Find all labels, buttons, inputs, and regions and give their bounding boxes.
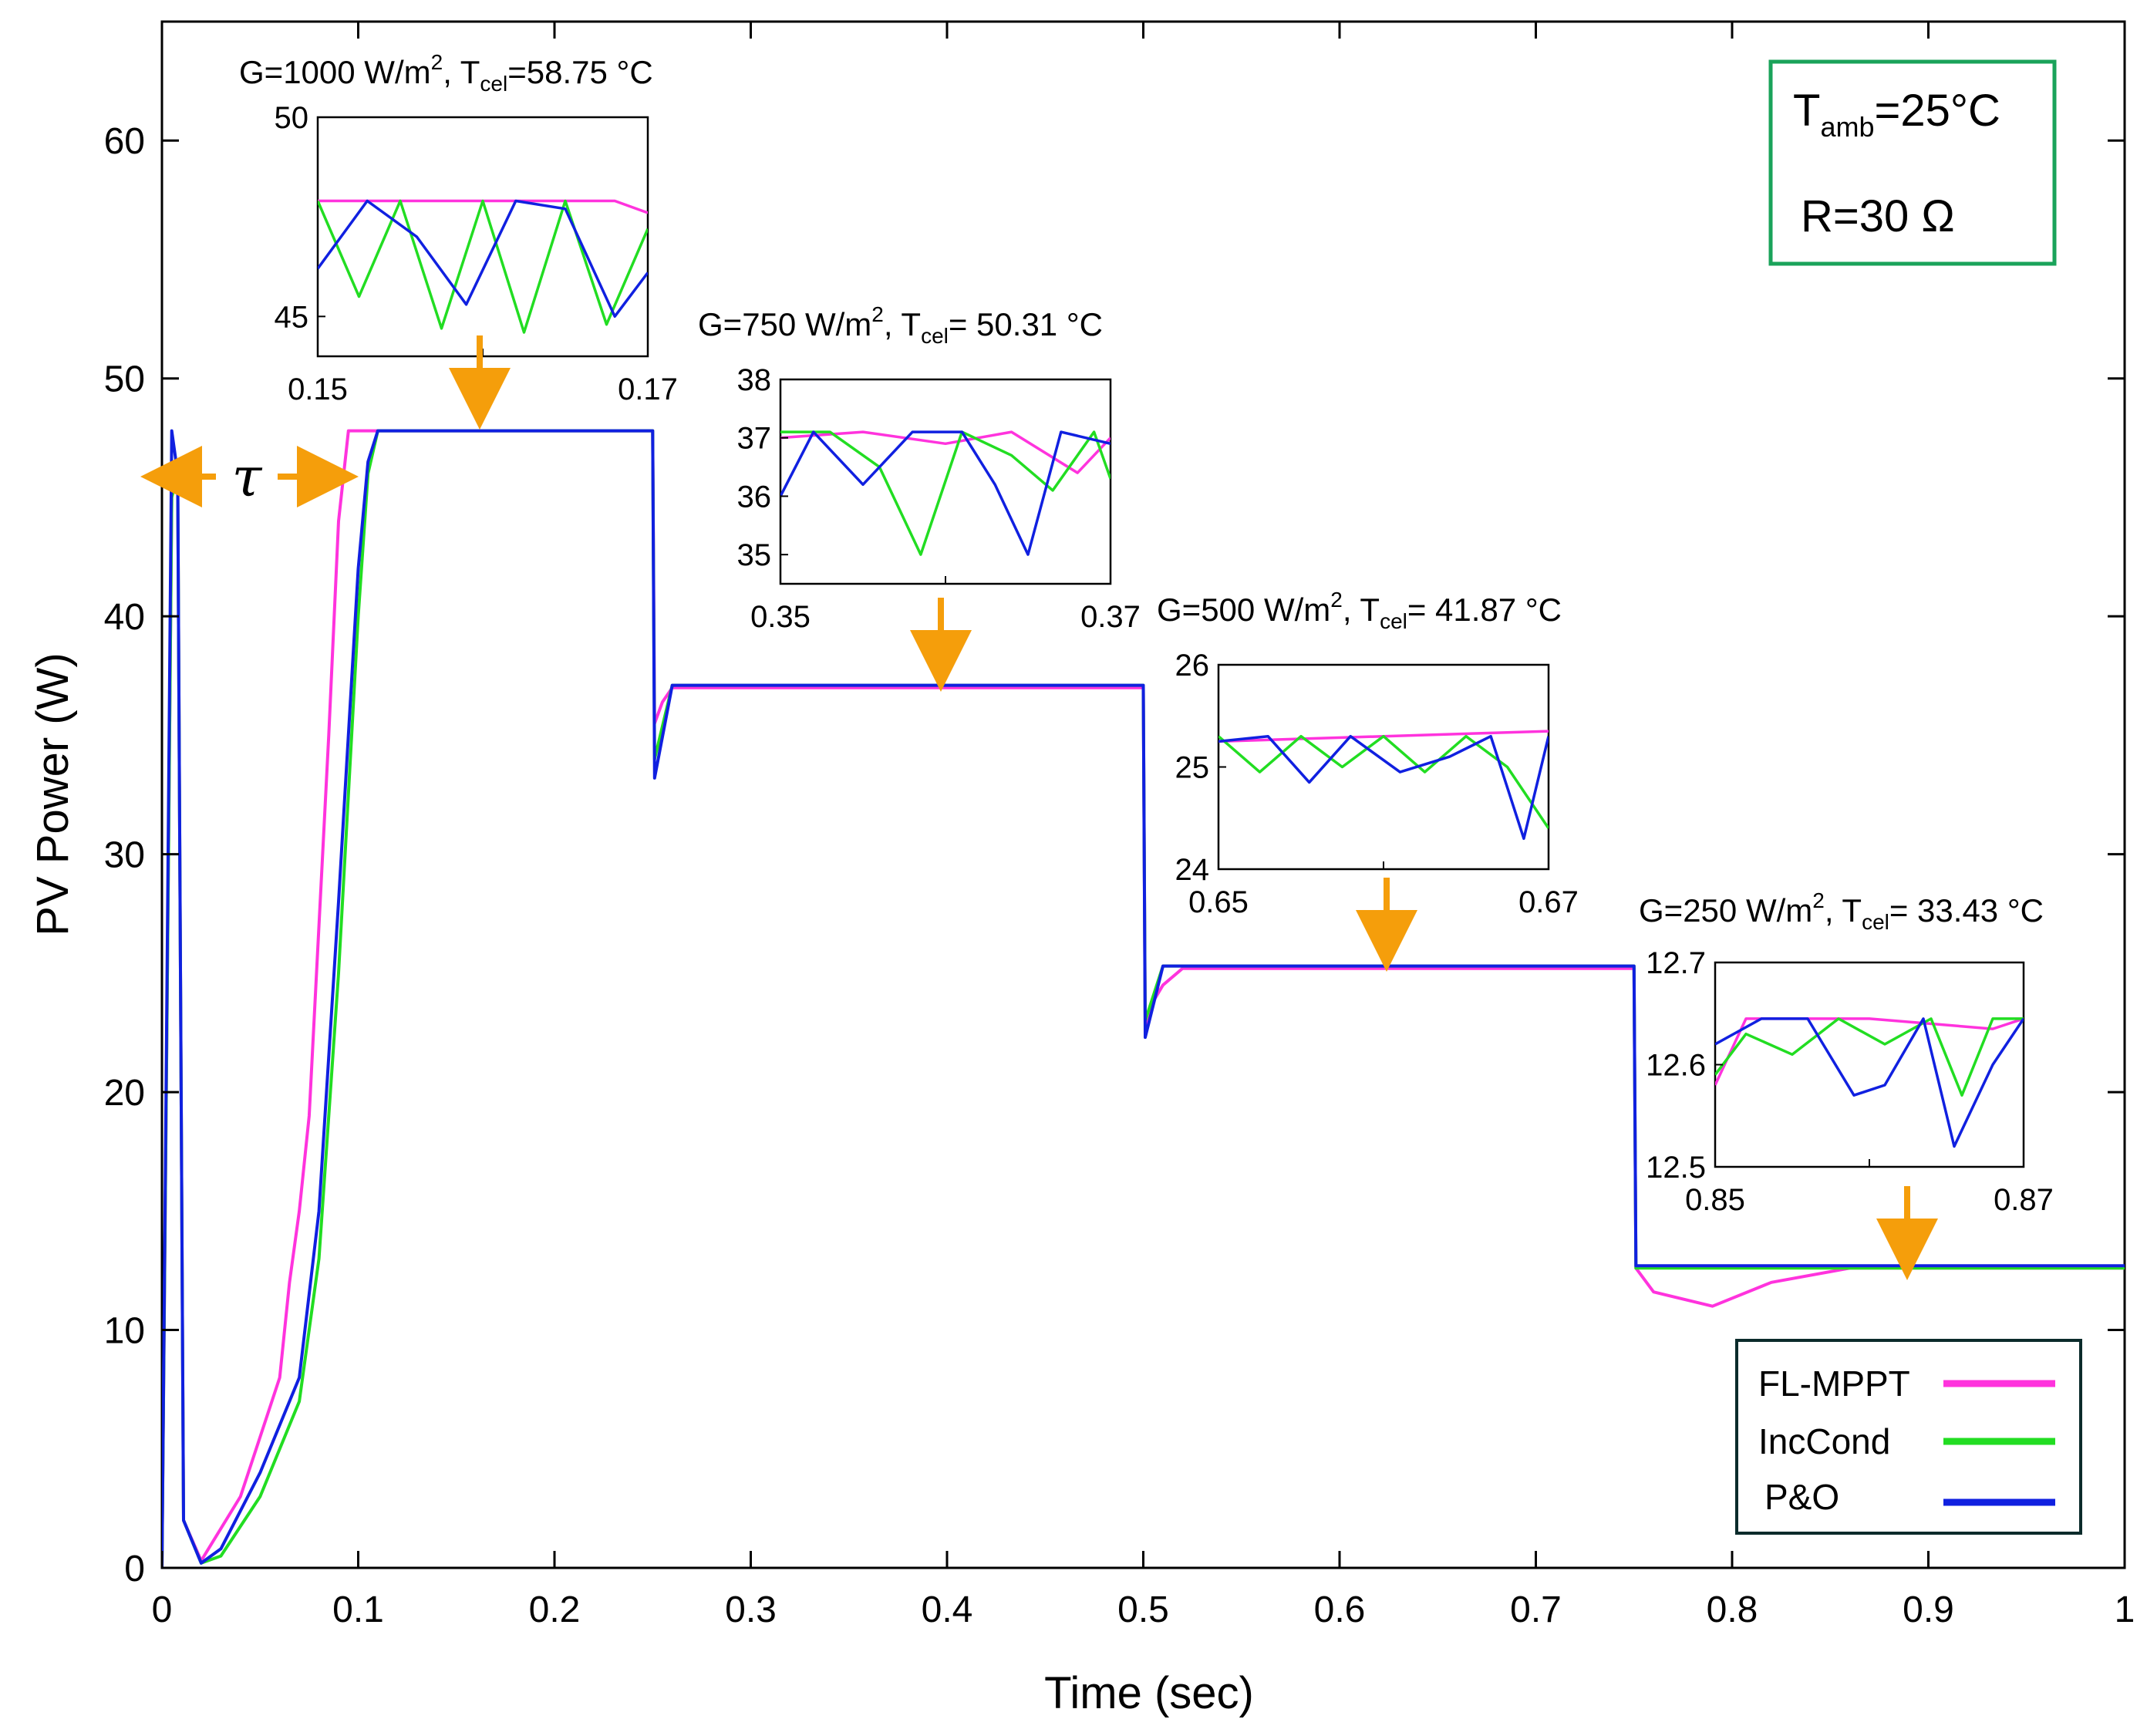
inset-title: G=250 W/m2, Tcel= 33.43 °C: [1639, 888, 2044, 934]
inset-title: G=750 W/m2, Tcel= 50.31 °C: [698, 302, 1103, 348]
inset-x-tick-label: 0.37: [1080, 600, 1141, 634]
x-tick-label: 0: [152, 1589, 173, 1630]
y-tick-label: 0: [124, 1549, 145, 1589]
inset-4: G=250 W/m2, Tcel= 33.43 °C 12.5 12.6 12.7 0.…: [1639, 888, 2054, 1280]
inset-x-tick-label: 0.67: [1518, 885, 1579, 919]
inset-x-tick-label: 0.35: [750, 600, 811, 634]
inset-y-tick-label: 50: [275, 101, 309, 135]
inset-y-tick-label: 12.6: [1646, 1049, 1706, 1083]
inset-y-tick-label: 26: [1175, 649, 1210, 683]
resistance: R=30 Ω: [1801, 191, 1955, 241]
conditions-box: Tamb=25°C R=30 Ω: [1768, 59, 2057, 266]
x-tick-label: 0.3: [725, 1589, 777, 1630]
tau-label: τ: [232, 446, 263, 509]
tau-annotation: τ: [140, 446, 359, 509]
x-tick-label: 0.2: [529, 1589, 581, 1630]
x-tick-label: 0.8: [1707, 1589, 1758, 1630]
inset-y-tick-label: 38: [737, 363, 772, 397]
inset-y-tick-label: 25: [1175, 751, 1210, 785]
x-tick-label: 1: [2115, 1589, 2135, 1630]
inset-title: G=1000 W/m2, Tcel=58.75 °C: [239, 50, 653, 96]
inset-x-tick-label: 0.65: [1188, 885, 1249, 919]
inset-y-tick-label: 37: [737, 422, 772, 456]
inset-y-tick-label: 12.5: [1646, 1151, 1706, 1185]
inset-frame: [316, 116, 649, 358]
legend: FL-MPPT IncCond P&O: [1735, 1339, 2082, 1535]
y-tick-label: 30: [104, 835, 145, 876]
inset-1: G=1000 W/m2, Tcel=58.75 °C 45 50 0.15 0.17: [239, 50, 678, 430]
x-tick-label: 0.7: [1510, 1589, 1562, 1630]
inset-x-tick-label: 0.85: [1685, 1183, 1745, 1217]
x-tick-label: 0.4: [922, 1589, 973, 1630]
series-line-p-o: [162, 429, 2125, 1568]
inset-series-fl-mppt: [1715, 1017, 2024, 1086]
inset-series-p-o: [318, 199, 648, 319]
legend-label-po: P&O: [1764, 1477, 1839, 1517]
x-axis-label: Time (sec): [1044, 1668, 1254, 1718]
inset-series-inccond: [1715, 1017, 2024, 1097]
y-tick-label: 40: [104, 597, 145, 638]
inset-series-p-o: [780, 430, 1111, 556]
inset-frame: [1714, 961, 2025, 1168]
inset-y-tick-label: 45: [275, 300, 309, 334]
inset-series-inccond: [318, 199, 648, 334]
inset-3: G=500 W/m2, Tcel= 41.87 °C 24 25 26 0.65 0.67: [1157, 588, 1579, 972]
x-tick-label: 0.5: [1117, 1589, 1169, 1630]
inset-series-p-o: [1218, 734, 1549, 841]
y-tick-label: 50: [104, 359, 145, 400]
inset-x-tick-label: 0.87: [1994, 1183, 2054, 1217]
inset-series-fl-mppt: [318, 199, 648, 214]
x-tick-label: 0.9: [1903, 1589, 1954, 1630]
x-tick-label: 0.6: [1314, 1589, 1366, 1630]
inset-2: G=750 W/m2, Tcel= 50.31 °C 35 36 37 38 0.35 0.…: [698, 302, 1141, 692]
inset-x-tick-label: 0.17: [618, 372, 678, 406]
x-tick-label: 0.1: [332, 1589, 384, 1630]
inset-y-tick-label: 12.7: [1646, 946, 1706, 980]
y-tick-label: 10: [104, 1311, 145, 1352]
inset-series-inccond: [1218, 734, 1549, 829]
y-tick-label: 20: [104, 1073, 145, 1114]
legend-label-fl-mppt: FL-MPPT: [1758, 1364, 1910, 1404]
inset-title: G=500 W/m2, Tcel= 41.87 °C: [1157, 588, 1562, 633]
inset-y-tick-label: 36: [737, 480, 772, 514]
inset-y-tick-label: 35: [737, 538, 772, 572]
inset-x-tick-label: 0.15: [288, 372, 348, 406]
legend-label-inccond: IncCond: [1758, 1421, 1890, 1461]
inset-y-tick-label: 24: [1175, 853, 1210, 887]
inset-frame: [1217, 663, 1550, 871]
inset-series-p-o: [1715, 1017, 2024, 1148]
y-axis-label: PV Power (W): [28, 652, 78, 935]
inset-series-fl-mppt: [780, 430, 1111, 474]
y-tick-label: 60: [104, 121, 145, 162]
